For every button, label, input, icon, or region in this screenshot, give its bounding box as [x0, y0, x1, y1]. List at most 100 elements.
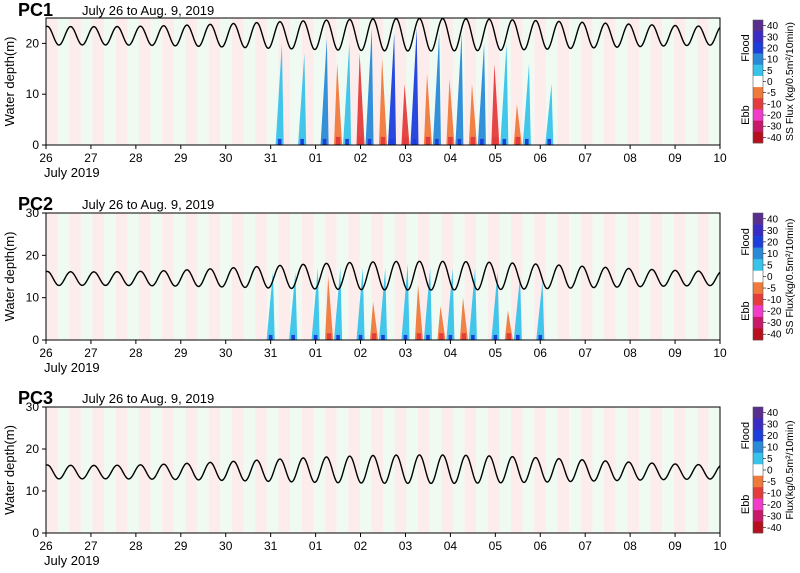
y-tick-label: 0	[32, 138, 39, 152]
flood-phase-band	[406, 18, 419, 145]
colorbar-tick-label: 40	[767, 408, 779, 419]
colorbar-swatch	[753, 64, 763, 77]
x-tick-label: 02	[354, 151, 368, 165]
ebb-flux-event	[378, 58, 388, 145]
x-tick-label: 29	[174, 346, 188, 360]
ebb-phase-band	[325, 407, 337, 533]
nearbed-flood-patch	[457, 138, 462, 145]
colorbar-swatch	[753, 452, 763, 465]
flood-phase-band	[452, 407, 465, 533]
flood-phase-band	[80, 407, 93, 533]
colorbar-swatch	[753, 521, 763, 534]
colorbar-swatch	[753, 31, 763, 43]
flood-phase-band	[57, 18, 70, 145]
colorbar-swatch	[753, 328, 763, 341]
flood-phase-band	[57, 213, 70, 340]
flood-phase-band	[569, 407, 581, 533]
flood-phase-band	[685, 18, 698, 145]
flood-phase-band	[592, 407, 605, 533]
colorbar-tick-label: 5	[767, 260, 773, 271]
nearbed-flood-patch	[412, 138, 417, 145]
flood-phase-band	[429, 407, 442, 533]
ebb-phase-band	[604, 213, 616, 340]
ebb-phase-band	[255, 18, 267, 145]
ebb-phase-band	[534, 18, 546, 145]
ebb-phase-band	[441, 213, 453, 340]
nearbed-flood-patch	[390, 138, 394, 145]
ebb-phase-band	[139, 18, 151, 145]
x-tick-label: 30	[219, 346, 233, 360]
flood-label: Flood	[740, 228, 752, 256]
colorbar-swatch	[753, 53, 763, 66]
flood-flux-event	[378, 268, 388, 340]
nearbed-flood-patch	[480, 138, 484, 145]
flood-phase-band	[383, 407, 395, 533]
x-tick-label: 04	[444, 346, 458, 360]
flood-flux-event	[513, 276, 522, 340]
flood-flux-event	[275, 43, 284, 145]
x-tick-label: 27	[84, 151, 98, 165]
colorbar-swatch	[753, 429, 763, 442]
flood-phase-band	[592, 213, 605, 340]
flood-phase-band	[197, 18, 209, 145]
ebb-phase-band	[371, 213, 384, 340]
ebb-phase-band	[46, 18, 58, 145]
flood-phase-band	[150, 18, 163, 145]
ebb-flux-event	[356, 53, 365, 145]
ebb-phase-band	[232, 213, 244, 340]
flood-phase-band	[592, 18, 605, 145]
ebb-phase-band	[487, 18, 500, 145]
ebb-flux-event	[437, 306, 446, 340]
colorbar-swatch	[753, 42, 763, 54]
flood-flux-event	[387, 33, 397, 145]
y-tick-label: 0	[32, 333, 39, 347]
flood-phase-band	[569, 213, 581, 340]
colorbar-swatch	[753, 98, 763, 110]
colorbar-tick-label: -20	[767, 307, 782, 318]
flood-flux-event	[491, 272, 500, 340]
x-tick-label: 03	[399, 539, 413, 553]
nearbed-ebb-patch	[470, 136, 476, 145]
y-axis-label: Water depth(m)	[2, 425, 17, 515]
panel-subtitle: July 26 to Aug. 9, 2019	[82, 197, 214, 212]
x-tick-label: 31	[264, 346, 278, 360]
ebb-phase-band	[464, 18, 477, 145]
colorbar-swatch	[753, 75, 763, 88]
flood-phase-band	[359, 407, 372, 533]
colorbar-tick-label: 5	[767, 66, 773, 77]
x-tick-label: 02	[354, 539, 368, 553]
colorbar-tick-label: -40	[767, 523, 782, 534]
nearbed-ebb-patch	[515, 136, 521, 145]
ebb-phase-band	[301, 213, 314, 340]
nearbed-flood-patch	[300, 138, 304, 145]
ebb-phase-band	[208, 213, 221, 340]
flood-phase-band	[34, 407, 46, 533]
flood-phase-band	[708, 213, 720, 340]
ebb-phase-band	[255, 213, 267, 340]
nearbed-ebb-patch	[371, 333, 377, 340]
x-tick-label: 31	[264, 151, 278, 165]
ebb-flux-event	[491, 63, 500, 145]
flood-phase-band	[173, 213, 186, 340]
flood-phase-band	[80, 213, 93, 340]
axes-frame	[45, 212, 721, 341]
flood-flux-event	[536, 280, 545, 340]
nearbed-flood-patch	[268, 334, 273, 340]
nearbed-ebb-patch	[506, 333, 512, 340]
colorbar-swatch	[753, 316, 763, 329]
colorbar-swatch	[753, 213, 763, 225]
tide-curve	[46, 260, 720, 291]
x-tick-label: 09	[668, 151, 682, 165]
x-tick-label: 09	[668, 539, 682, 553]
ebb-phase-band	[534, 213, 546, 340]
colorbar-swatch	[753, 282, 763, 295]
y-axis-label: Water depth(m)	[2, 37, 17, 127]
ebb-phase-band	[418, 18, 430, 145]
colorbar-swatch	[753, 475, 763, 488]
flood-phase-band	[429, 18, 442, 145]
ebb-phase-band	[627, 18, 639, 145]
ebb-flux-event	[513, 104, 522, 145]
ebb-phase-band	[92, 18, 105, 145]
